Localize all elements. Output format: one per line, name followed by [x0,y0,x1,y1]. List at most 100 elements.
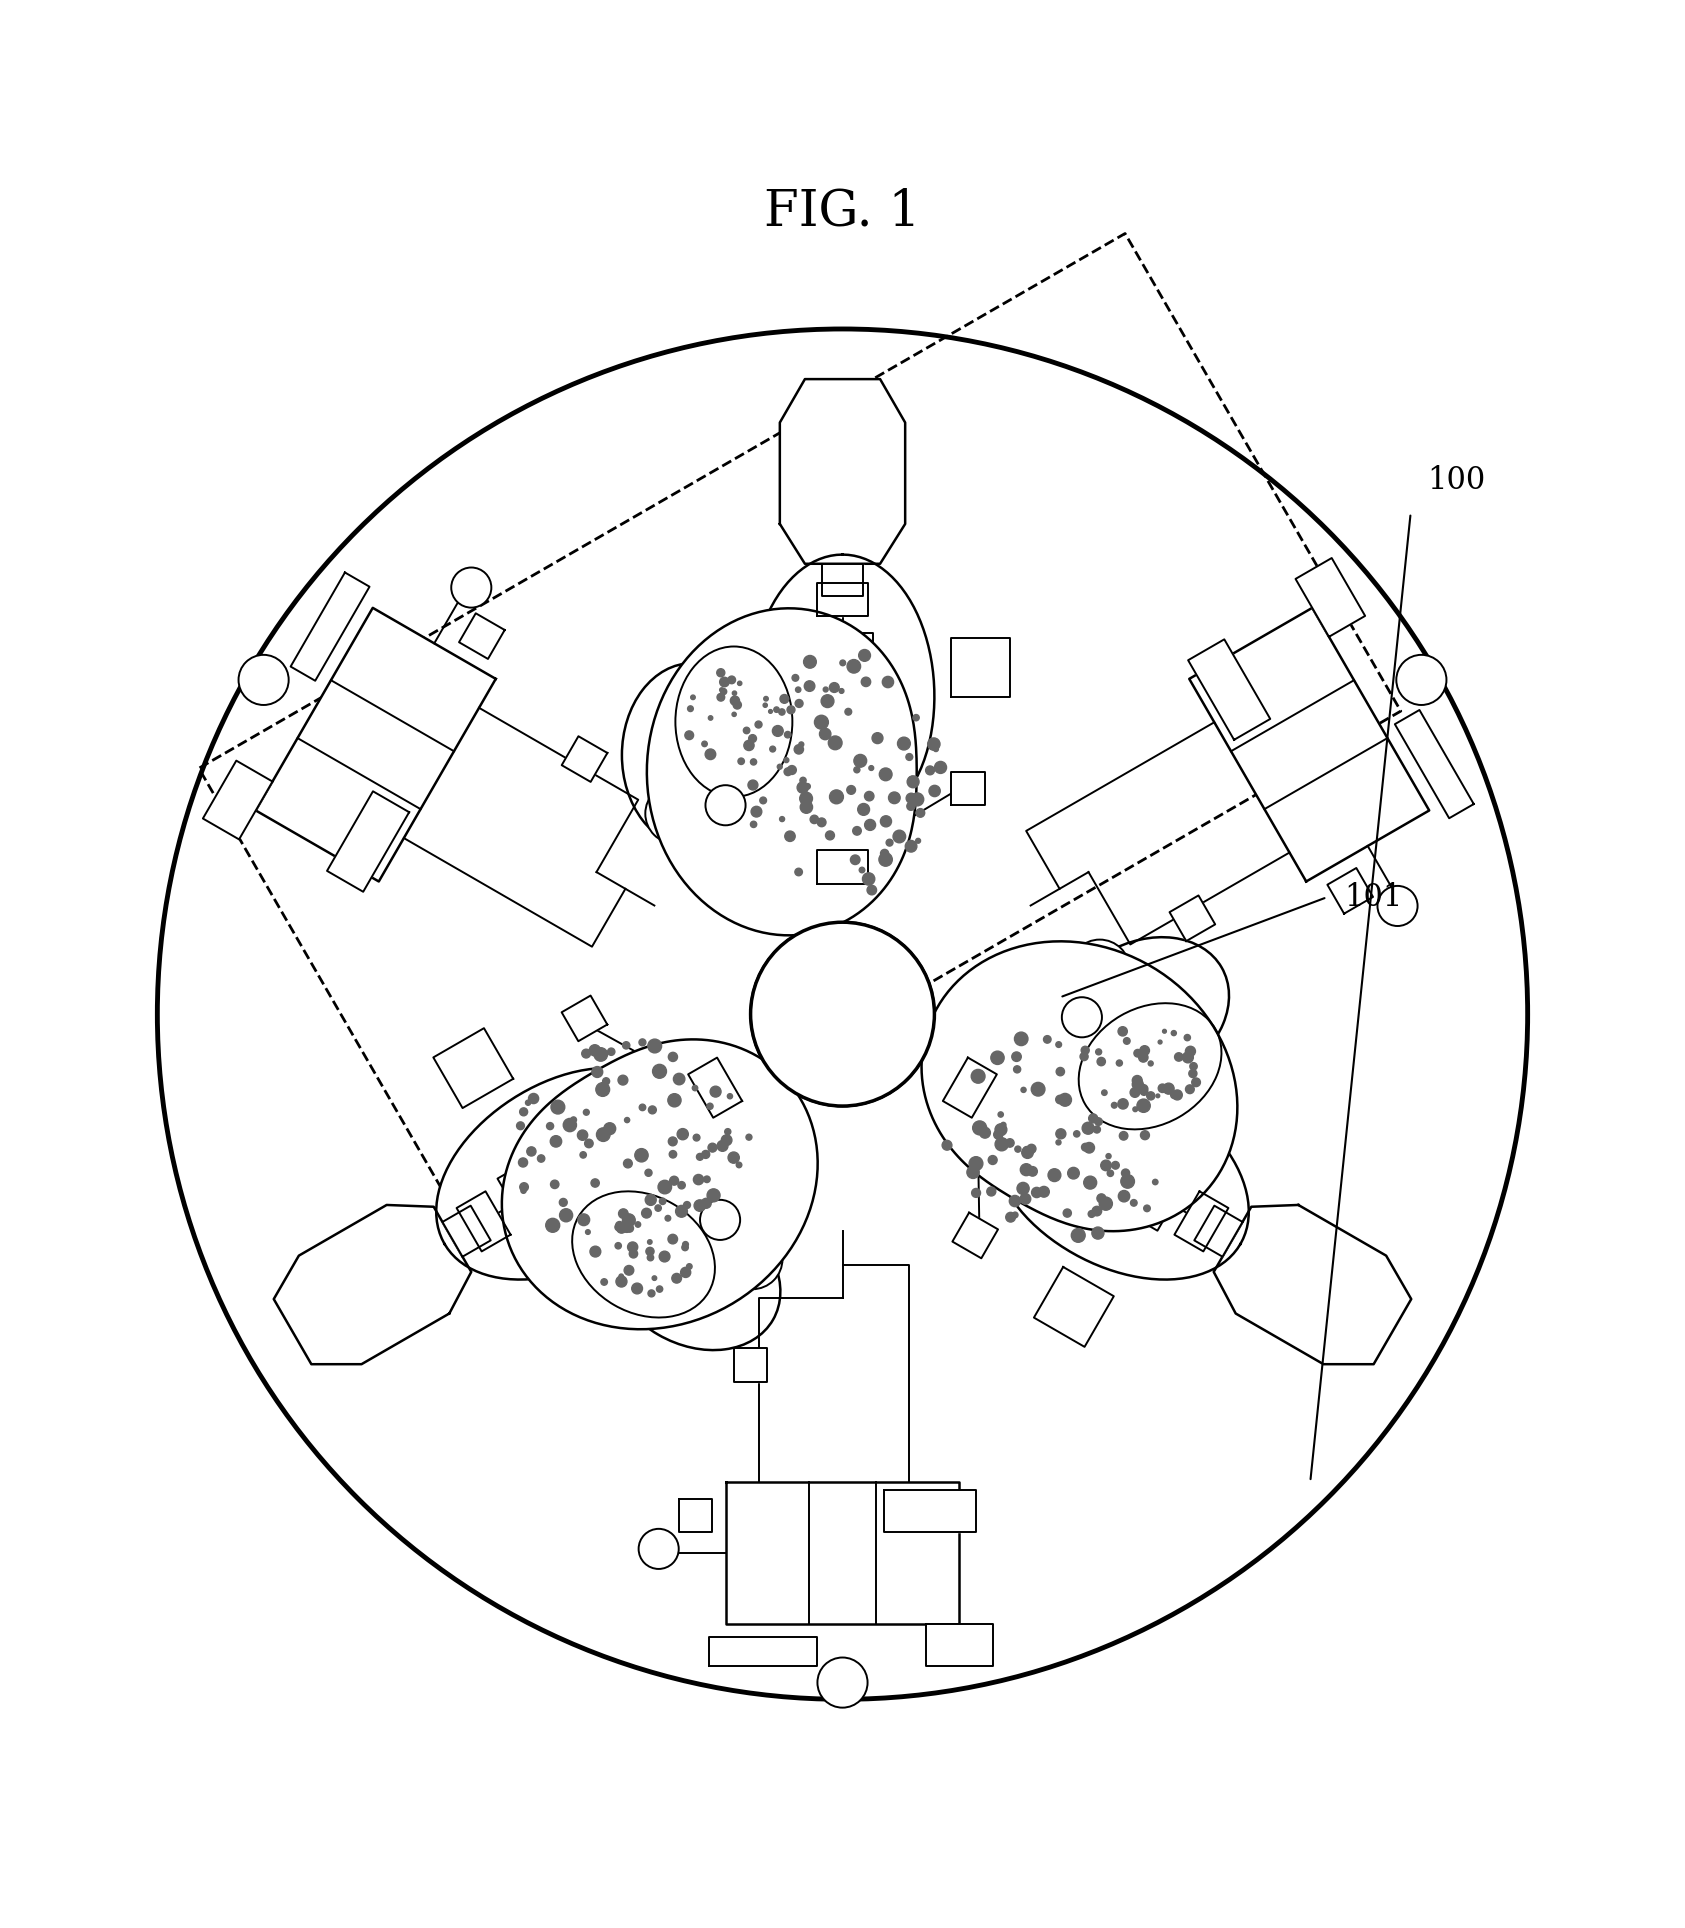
Circle shape [1186,1085,1195,1093]
Circle shape [639,1529,679,1569]
Circle shape [526,1101,531,1105]
Circle shape [829,736,842,750]
Circle shape [1006,1139,1014,1147]
Circle shape [583,1109,590,1114]
Circle shape [907,802,915,810]
Circle shape [805,783,810,789]
Circle shape [667,1234,677,1244]
Circle shape [912,792,923,806]
Circle shape [987,1155,998,1165]
Circle shape [1115,1060,1122,1066]
Polygon shape [885,1490,976,1533]
Circle shape [1102,1089,1107,1095]
Circle shape [591,1178,600,1188]
Circle shape [657,1286,662,1292]
Circle shape [684,731,694,740]
Circle shape [1062,997,1102,1037]
Circle shape [1112,1161,1119,1168]
Circle shape [1171,1031,1176,1035]
Circle shape [861,677,871,686]
Circle shape [792,675,799,681]
Circle shape [1097,1193,1105,1203]
Circle shape [615,1224,622,1230]
Circle shape [666,1215,671,1220]
Circle shape [1131,1087,1139,1097]
Circle shape [738,681,741,686]
Circle shape [1132,1080,1142,1089]
Polygon shape [502,1039,817,1328]
Circle shape [967,1166,979,1178]
Circle shape [676,1205,687,1217]
Circle shape [1174,1053,1183,1060]
Circle shape [571,1116,576,1122]
Circle shape [925,765,935,775]
Circle shape [928,785,940,796]
Circle shape [1014,1031,1028,1045]
Circle shape [750,760,757,765]
Ellipse shape [607,1197,780,1350]
Circle shape [848,659,861,673]
Circle shape [578,1215,590,1226]
Circle shape [596,1128,610,1141]
Circle shape [1132,1107,1137,1112]
Circle shape [719,688,725,692]
Circle shape [768,710,772,713]
Circle shape [750,821,757,827]
Circle shape [1173,1089,1183,1101]
Circle shape [723,1228,782,1290]
Circle shape [649,1290,655,1298]
Circle shape [736,1163,741,1168]
Circle shape [684,1201,691,1209]
Circle shape [1043,1035,1051,1043]
Circle shape [704,1176,709,1182]
Polygon shape [1169,895,1215,941]
Circle shape [581,1049,590,1058]
Circle shape [915,839,920,843]
Circle shape [733,700,741,710]
Polygon shape [922,941,1237,1232]
Circle shape [869,765,875,771]
Circle shape [851,854,859,864]
Circle shape [1397,656,1446,706]
Circle shape [826,831,834,841]
Circle shape [716,669,725,677]
Circle shape [639,1105,645,1111]
Circle shape [1082,1122,1094,1134]
Circle shape [942,1139,952,1151]
Circle shape [863,873,875,885]
Circle shape [991,1051,1004,1064]
Circle shape [608,1049,615,1055]
Circle shape [972,1188,981,1197]
Circle shape [1095,1118,1102,1126]
Circle shape [979,1128,991,1138]
Circle shape [893,831,905,843]
Circle shape [814,715,829,729]
Circle shape [1141,1087,1147,1095]
Circle shape [1009,1195,1021,1207]
Circle shape [907,775,918,789]
Circle shape [880,816,891,827]
Circle shape [800,800,812,814]
Circle shape [647,1240,652,1244]
Polygon shape [497,1165,554,1230]
Circle shape [1056,1068,1065,1076]
Circle shape [1013,1213,1018,1218]
Circle shape [794,744,804,754]
Circle shape [1190,1062,1198,1070]
Circle shape [880,852,893,866]
Circle shape [905,841,917,852]
Ellipse shape [1055,937,1228,1089]
Circle shape [994,1130,1003,1139]
Circle shape [935,762,947,773]
Circle shape [1021,1147,1033,1159]
Circle shape [1068,1166,1080,1180]
Ellipse shape [622,663,762,846]
Circle shape [1119,1132,1127,1139]
Circle shape [728,677,736,684]
Circle shape [928,738,940,750]
Circle shape [708,1190,719,1201]
Polygon shape [1174,1192,1228,1251]
Polygon shape [817,850,868,883]
Polygon shape [726,1483,959,1623]
Circle shape [618,1209,629,1218]
